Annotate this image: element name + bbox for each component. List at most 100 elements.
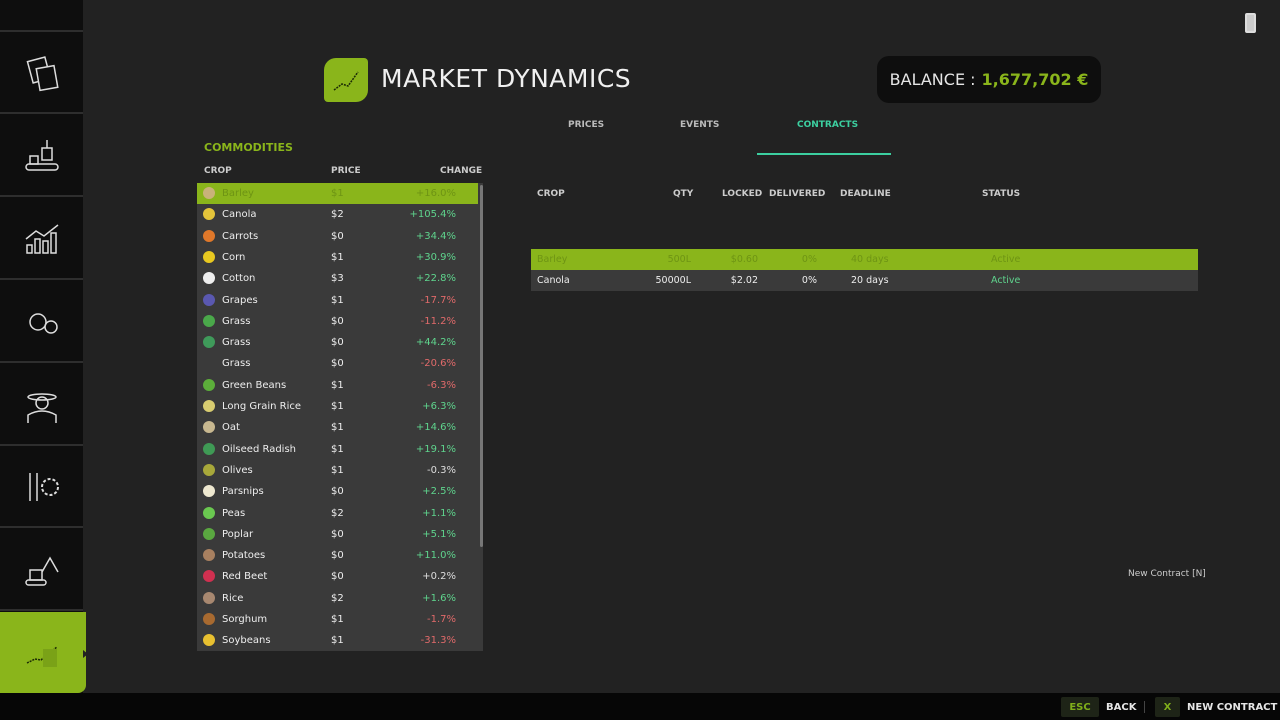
market-chart-icon [26,645,58,667]
crop-price: $2 [331,209,344,221]
crop-icon [203,634,215,647]
commodity-row[interactable]: Olives $1 -0.3% [197,460,478,481]
crop-icon [203,208,215,221]
crop-icon [203,314,215,327]
sidebar-item-tractor[interactable] [0,0,83,32]
contract-locked: $0.60 [730,254,758,265]
crop-name: Rice [222,592,244,604]
crop-name: Oilseed Radish [222,443,296,455]
crop-price: $1 [331,635,344,647]
divider [1144,701,1145,713]
crop-icon [203,400,215,412]
crop-price: $0 [331,358,344,370]
commodity-row[interactable]: Potatoes $0 +11.0% [197,545,478,566]
crop-change: -20.6% [420,358,456,370]
crop-icon [203,485,215,498]
crop-name: Sorghum [222,614,268,625]
contract-delivered: 0% [801,275,817,286]
commodity-row[interactable]: Red Beet $0 +0.2% [197,566,478,587]
new-contract-button[interactable]: NEW CONTRACT [1187,702,1278,713]
crop-price: $0 [331,528,344,540]
crop-change: +1.6% [422,592,456,604]
crop-change: +19.1% [415,443,456,455]
back-button[interactable]: BACK [1106,702,1137,713]
commodity-row[interactable]: Oilseed Radish $1 +19.1% [197,439,478,460]
crop-price: $1 [331,614,344,625]
crop-price: $0 [331,571,344,583]
farmer-icon [26,392,57,423]
contract-row[interactable]: Canola 50000L $2.02 0% 20 days Active [531,270,1198,291]
market-logo-icon [324,58,368,102]
crop-change: +5.1% [422,528,456,540]
header-change: CHANGE [440,166,483,176]
crop-name: Potatoes [222,550,266,562]
crop-icon [203,336,215,349]
crop-name: Oat [222,422,240,434]
commodity-row[interactable]: Carrots $0 +34.4% [197,226,478,247]
new-contract-hint[interactable]: New Contract [N] [1128,569,1206,579]
crop-change: -11.2% [420,315,456,327]
contract-row[interactable]: Barley 500L $0.60 0% 40 days Active [531,249,1198,270]
sidebar-item-statistics[interactable] [0,199,83,280]
commodity-row[interactable]: Corn $1 +30.9% [197,247,478,268]
crop-name: Grass [222,337,251,349]
crop-name: Cotton [222,273,256,285]
esc-key-badge[interactable]: ESC [1061,697,1099,717]
contracts-header-locked: LOCKED [722,189,763,199]
balance-display: BALANCE : 1,677,702 € [877,56,1101,103]
x-key-badge[interactable]: X [1155,697,1180,717]
commodity-row[interactable]: Grapes $1 -17.7% [197,290,478,311]
crop-change: +1.1% [422,507,456,519]
commodity-row[interactable]: Soybeans $1 -31.3% [197,630,478,651]
commodity-row[interactable]: Green Beans $1 -6.3% [197,375,478,396]
crop-icon [203,527,215,540]
commodity-row[interactable]: Sorghum $1 -1.7% [197,609,478,630]
crop-icon [203,293,215,306]
contract-deadline: 20 days [851,275,889,286]
commodity-row[interactable]: Long Grain Rice $1 +6.3% [197,396,478,417]
commodity-row[interactable]: Grass $0 +44.2% [197,332,478,353]
crop-name: Grass [222,315,251,327]
sidebar-item-farmer[interactable] [0,365,83,446]
crop-name: Carrots [222,230,259,242]
commodity-row[interactable]: Peas $2 +1.1% [197,503,478,524]
commodity-row[interactable]: Rice $2 +1.6% [197,588,478,609]
active-arrow-icon [83,650,88,658]
commodity-row[interactable]: Canola $2 +105.4% [197,204,478,225]
commodity-row[interactable]: Parsnips $0 +2.5% [197,481,478,502]
page-title: MARKET DYNAMICS [381,64,632,93]
commodity-row[interactable]: Barley $1 +16.0% [197,183,478,205]
contracts-header-crop: CROP [537,189,565,199]
sidebar-item-excavator[interactable] [0,530,83,611]
commodity-row[interactable]: Oat $1 +14.6% [197,417,478,438]
crop-name: Poplar [222,528,254,540]
commodities-scrollbar[interactable] [480,185,483,547]
sidebar-item-settings[interactable] [0,447,83,528]
tab-events[interactable]: EVENTS [680,120,720,130]
crop-name: Parsnips [222,486,264,498]
commodity-row[interactable]: Cotton $3 +22.8% [197,268,478,289]
settings-icon [28,472,59,501]
crop-icon [203,549,215,562]
crop-name: Peas [222,507,246,519]
crop-change: +14.6% [415,422,456,434]
tab-prices[interactable]: PRICES [568,120,605,130]
crop-change: -6.3% [426,379,456,391]
sidebar-item-production[interactable] [0,116,83,197]
commodity-row[interactable]: Grass $0 -11.2% [197,311,478,332]
commodity-row[interactable]: Poplar $0 +5.1% [197,524,478,545]
contract-crop: Barley [537,254,568,265]
crop-name: Soybeans [222,635,271,647]
sidebar-item-finance[interactable] [0,282,83,363]
header-crop: CROP [204,166,232,176]
header-price: PRICE [331,166,361,176]
sidebar-item-documents[interactable] [0,33,83,114]
sidebar-item-market-chart[interactable] [0,612,88,693]
contract-qty: 500L [667,254,691,265]
commodity-row[interactable]: Grass $0 -20.6% [197,353,478,374]
crop-icon [203,463,215,476]
tab-contracts[interactable]: CONTRACTS [797,120,859,130]
contract-locked: $2.02 [730,275,758,286]
balance-label: BALANCE : [889,70,976,89]
crop-icon [203,229,215,242]
